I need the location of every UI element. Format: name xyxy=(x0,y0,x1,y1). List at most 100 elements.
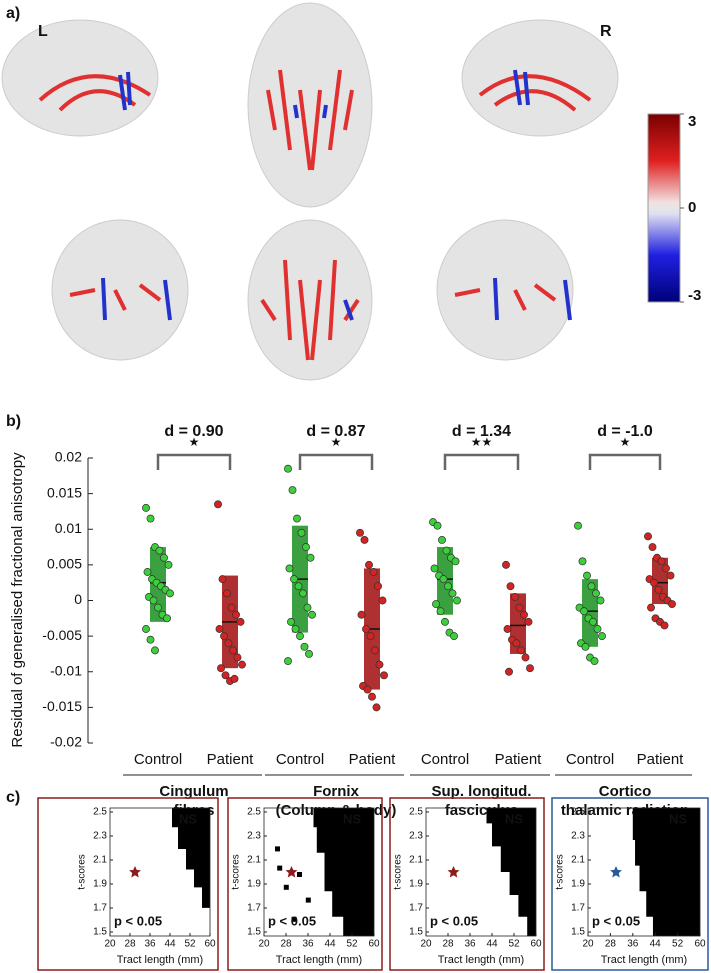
y-tick-label: 2.5 xyxy=(571,807,585,818)
hemisphere-label: L xyxy=(38,23,48,40)
non-significant-region xyxy=(632,808,700,936)
data-point xyxy=(515,603,524,612)
x-tick-label: 52 xyxy=(346,939,358,950)
data-point xyxy=(365,560,373,569)
data-point xyxy=(374,582,382,591)
x-tick-label: 20 xyxy=(258,939,270,950)
data-point xyxy=(668,600,676,609)
data-point xyxy=(163,614,171,623)
non-significant-region xyxy=(172,808,210,908)
group-label: Control xyxy=(566,751,614,768)
effect-size: d = 0.90 xyxy=(164,423,223,440)
y-tick-label: 2.3 xyxy=(93,831,107,842)
data-point xyxy=(511,592,519,601)
data-point xyxy=(303,603,312,612)
panel-frame xyxy=(551,797,709,971)
x-tick-label: 60 xyxy=(694,939,706,950)
significance-label: p < 0.05 xyxy=(114,913,162,928)
group-label: Control xyxy=(134,751,182,768)
data-point xyxy=(227,603,236,612)
data-point xyxy=(581,642,590,651)
data-point xyxy=(647,603,655,612)
data-point xyxy=(589,617,597,626)
x-tick-label: 20 xyxy=(582,939,594,950)
x-tick-label: 36 xyxy=(302,939,314,950)
y-tick-label: 1.9 xyxy=(247,879,261,890)
y-tick-label: 2.5 xyxy=(247,807,261,818)
x-tick-label: 44 xyxy=(486,939,498,950)
x-tick-label: 28 xyxy=(280,939,292,950)
data-point xyxy=(360,535,369,544)
x-tick-label: 36 xyxy=(464,939,476,950)
data-point xyxy=(644,532,652,541)
data-point xyxy=(285,564,294,573)
y-tick-label: -0.015 xyxy=(42,698,82,714)
data-point xyxy=(299,589,307,598)
y-tick-label: 2.3 xyxy=(409,831,423,842)
data-point xyxy=(146,635,155,644)
ns-label: NS xyxy=(179,811,197,826)
significance-stars: ★ xyxy=(620,435,631,449)
data-point xyxy=(356,528,364,537)
y-tick-label: 1.9 xyxy=(93,879,107,890)
plot-area xyxy=(109,807,211,937)
x-axis-label: Tract length (mm) xyxy=(601,954,687,966)
hemisphere-label: R xyxy=(600,23,612,40)
y-tick-label: 1.9 xyxy=(571,879,585,890)
data-point xyxy=(154,603,162,612)
data-point xyxy=(526,664,534,673)
data-point xyxy=(506,582,515,591)
data-point xyxy=(593,625,602,633)
y-tick-label: 0.01 xyxy=(55,520,82,536)
x-tick-label: 60 xyxy=(530,939,542,950)
data-point xyxy=(453,596,461,605)
data-point xyxy=(215,625,224,633)
comparison-bracket xyxy=(156,453,232,470)
non-significant-cell xyxy=(297,872,302,877)
panel-frame xyxy=(389,797,545,971)
group-label: Control xyxy=(276,751,324,768)
data-point xyxy=(284,464,292,473)
non-significant-cell xyxy=(275,846,280,852)
data-point xyxy=(284,657,292,666)
data-point xyxy=(503,625,512,633)
y-tick-label: 2.5 xyxy=(409,807,423,818)
data-point xyxy=(290,575,298,584)
data-point xyxy=(151,646,159,655)
non-significant-region xyxy=(313,808,374,936)
data-point xyxy=(650,578,658,587)
data-point xyxy=(233,653,242,662)
data-point xyxy=(293,514,301,523)
data-point xyxy=(590,657,599,666)
data-point xyxy=(223,589,231,598)
y-tick-label: 1.7 xyxy=(571,903,585,914)
x-tick-label: 36 xyxy=(627,939,639,950)
data-point xyxy=(149,596,158,605)
colorbar-tick-label: 3 xyxy=(688,113,696,130)
data-point xyxy=(296,632,304,641)
data-point xyxy=(288,486,297,495)
comparison-bracket xyxy=(443,453,520,470)
data-point xyxy=(224,639,233,648)
data-point xyxy=(430,564,439,573)
x-tick-label: 28 xyxy=(442,939,454,950)
x-tick-label: 28 xyxy=(124,939,136,950)
x-axis-label: Tract length (mm) xyxy=(276,954,362,966)
data-point xyxy=(357,610,366,619)
data-point xyxy=(155,546,164,555)
panel-frame xyxy=(37,797,219,971)
x-tick-label: 44 xyxy=(164,939,176,950)
panel-label: c) xyxy=(6,789,20,806)
data-point xyxy=(366,632,375,641)
non-significant-region xyxy=(486,808,536,936)
y-tick-label: -0.005 xyxy=(42,627,82,643)
y-tick-label: 2.5 xyxy=(93,807,107,818)
data-point xyxy=(300,642,309,651)
colorbar-tick-label: 0 xyxy=(688,199,696,216)
data-point xyxy=(450,632,458,641)
non-significant-cell xyxy=(277,865,283,871)
ns-label: NS xyxy=(343,811,361,826)
data-point xyxy=(378,596,387,605)
y-tick-label: 1.9 xyxy=(409,879,423,890)
group-label: Patient xyxy=(207,751,255,768)
